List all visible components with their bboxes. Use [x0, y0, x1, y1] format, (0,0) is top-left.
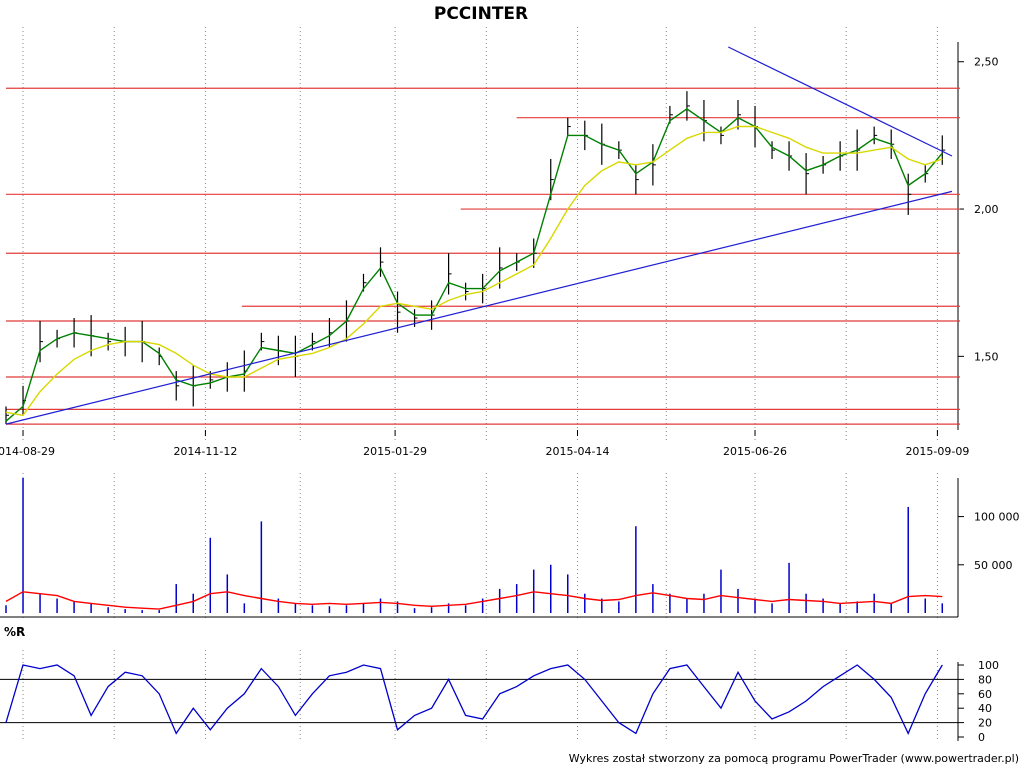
williams-r-tick-label: 100 — [978, 659, 999, 672]
williams-r-label: %R — [4, 625, 25, 639]
williams-r-tick-label: 0 — [978, 731, 985, 744]
date-tick-label: 2015-04-14 — [546, 445, 610, 458]
williams-r-tick-label: 20 — [978, 717, 992, 730]
date-tick-label: 2014-11-12 — [173, 445, 237, 458]
williams-r-line — [5, 664, 943, 735]
volume-average-line — [5, 591, 943, 610]
volume-panel: 50 000 100 000 — [0, 478, 1020, 618]
moving-average-line-ma-short — [5, 108, 943, 422]
date-tick-label: 2015-09-09 — [905, 445, 969, 458]
date-tick-label: 2015-01-29 — [363, 445, 427, 458]
date-tick-label: 2014-08-29 — [0, 445, 55, 458]
price-panel: 1,50 2,00 2,50 2014-08-29 2014-11-12 2015-01-… — [0, 27, 999, 742]
volume-tick-label: 100 000 — [974, 511, 1020, 524]
williams-r-tick-label: 60 — [978, 688, 992, 701]
williams-r-tick-label: 80 — [978, 673, 992, 686]
price-tick-label: 1,50 — [974, 350, 999, 363]
trendline — [728, 46, 953, 157]
price-tick-label: 2,50 — [974, 56, 999, 69]
volume-tick-label: 50 000 — [974, 559, 1013, 572]
price-tick-label: 2,00 — [974, 203, 999, 216]
williams-r-tick-label: 40 — [978, 702, 992, 715]
trendline — [5, 190, 953, 425]
moving-average-line-ma-long — [5, 125, 943, 417]
date-tick-label: 2015-06-26 — [723, 445, 787, 458]
footer-credit: Wykres został stworzony za pomocą progra… — [569, 752, 1019, 765]
chart-title: PCCINTER — [434, 4, 528, 24]
